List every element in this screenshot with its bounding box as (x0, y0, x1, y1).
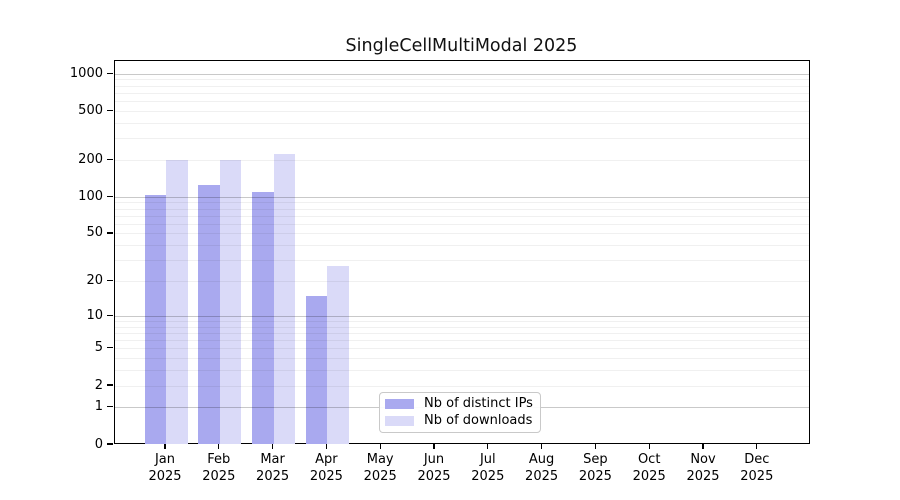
y-tick-label-20: 20 (86, 273, 103, 289)
gridline-y-70 (114, 215, 809, 217)
bar-downloads-jan (166, 160, 188, 444)
y-tick-0 (107, 443, 113, 445)
x-tick-label-jul: Jul 2025 (471, 452, 505, 484)
gridline-y-3 (114, 370, 809, 372)
gridline-y-2 (114, 385, 809, 387)
y-tick-10 (107, 314, 113, 316)
x-tick-label-oct: Oct 2025 (632, 452, 666, 484)
grid-layer (114, 61, 809, 444)
gridline-y-5 (114, 348, 809, 350)
x-tick-label-nov: Nov 2025 (686, 452, 720, 484)
distinct-ips-swatch (385, 398, 414, 410)
x-tick-aug (541, 444, 543, 449)
x-tick-oct (648, 444, 650, 449)
legend-row-distinct-ips: Nb of distinct IPs (385, 397, 540, 411)
y-tick-20 (107, 279, 113, 282)
legend-row-downloads: Nb of downloads (385, 414, 540, 428)
y-tick-1000 (107, 72, 113, 74)
gridline-y-80 (114, 208, 809, 210)
chart-title: SingleCellMultiModal 2025 (345, 36, 578, 56)
x-tick-nov (702, 444, 704, 449)
y-tick-5 (107, 347, 113, 349)
bar-distinct-ips-apr (305, 296, 328, 444)
distinct-ips-label: Nb of distinct IPs (424, 396, 533, 411)
gridline-y-60 (114, 223, 809, 225)
gridline-y-30 (114, 260, 809, 262)
y-tick-label-50: 50 (86, 225, 103, 241)
gridline-y-8 (114, 326, 809, 328)
gridline-y-9 (114, 320, 809, 322)
x-tick-mar (272, 444, 274, 449)
bar-downloads-mar (273, 154, 296, 444)
x-tick-label-apr: Apr 2025 (309, 452, 343, 484)
bar-downloads-apr (327, 266, 349, 444)
x-tick-jul (487, 444, 489, 449)
gridline-y-7 (114, 332, 809, 334)
bar-distinct-ips-mar (252, 192, 274, 444)
gridline-y-600 (114, 101, 809, 103)
x-tick-label-mar: Mar 2025 (256, 452, 290, 484)
y-tick-label-1: 1 (94, 399, 103, 415)
gridline-y-10 (114, 315, 809, 317)
x-tick-apr (325, 444, 327, 449)
y-tick-label-5: 5 (94, 340, 103, 356)
gridline-y-1000 (114, 73, 809, 75)
y-tick-label-10: 10 (86, 307, 103, 323)
y-tick-label-200: 200 (78, 151, 103, 167)
gridline-y-400 (114, 122, 809, 124)
bar-distinct-ips-jan (144, 194, 166, 444)
x-tick-label-jan: Jan 2025 (148, 452, 182, 484)
x-tick-label-may: May 2025 (363, 452, 397, 484)
x-tick-label-feb: Feb 2025 (202, 452, 236, 484)
gridline-y-200 (114, 159, 809, 161)
y-tick-2 (107, 384, 113, 386)
gridline-y-90 (114, 202, 809, 204)
downloads-swatch (385, 415, 414, 427)
x-tick-jan (164, 444, 166, 449)
y-tick-label-2: 2 (94, 377, 103, 393)
x-tick-feb (218, 444, 220, 449)
gridline-y-40 (114, 245, 809, 247)
x-tick-label-sep: Sep 2025 (578, 452, 612, 484)
x-tick-label-aug: Aug 2025 (525, 452, 559, 484)
x-tick-label-dec: Dec 2025 (740, 452, 774, 484)
gridline-y-800 (114, 85, 809, 87)
gridline-y-700 (114, 92, 809, 94)
y-tick-500 (107, 109, 113, 111)
y-tick-50 (107, 232, 113, 234)
gridline-y-4 (114, 358, 809, 360)
y-tick-100 (107, 195, 113, 197)
x-tick-may (379, 444, 381, 449)
gridline-y-50 (114, 233, 809, 235)
x-tick-dec (756, 444, 758, 449)
legend: Nb of distinct IPs Nb of downloads (379, 392, 541, 433)
bars-layer (115, 61, 809, 444)
downloads-label: Nb of downloads (424, 413, 533, 428)
y-tick-label-1000: 1000 (69, 65, 103, 81)
bar-downloads-feb (219, 160, 242, 444)
plot-area (113, 59, 810, 444)
x-tick-jun (433, 444, 435, 449)
gridline-y-500 (114, 110, 809, 112)
x-tick-label-jun: Jun 2025 (417, 452, 451, 484)
gridline-y-300 (114, 138, 809, 140)
y-tick-200 (107, 158, 113, 160)
y-tick-label-500: 500 (78, 102, 103, 118)
gridline-y-20 (114, 281, 809, 283)
x-tick-sep (594, 444, 596, 449)
y-tick-label-0: 0 (94, 436, 103, 452)
y-tick-label-100: 100 (78, 188, 103, 204)
gridline-y-100 (114, 196, 809, 198)
bar-distinct-ips-feb (198, 185, 220, 444)
y-tick-1 (107, 406, 113, 408)
gridline-y-900 (114, 79, 809, 81)
gridline-y-6 (114, 340, 809, 342)
